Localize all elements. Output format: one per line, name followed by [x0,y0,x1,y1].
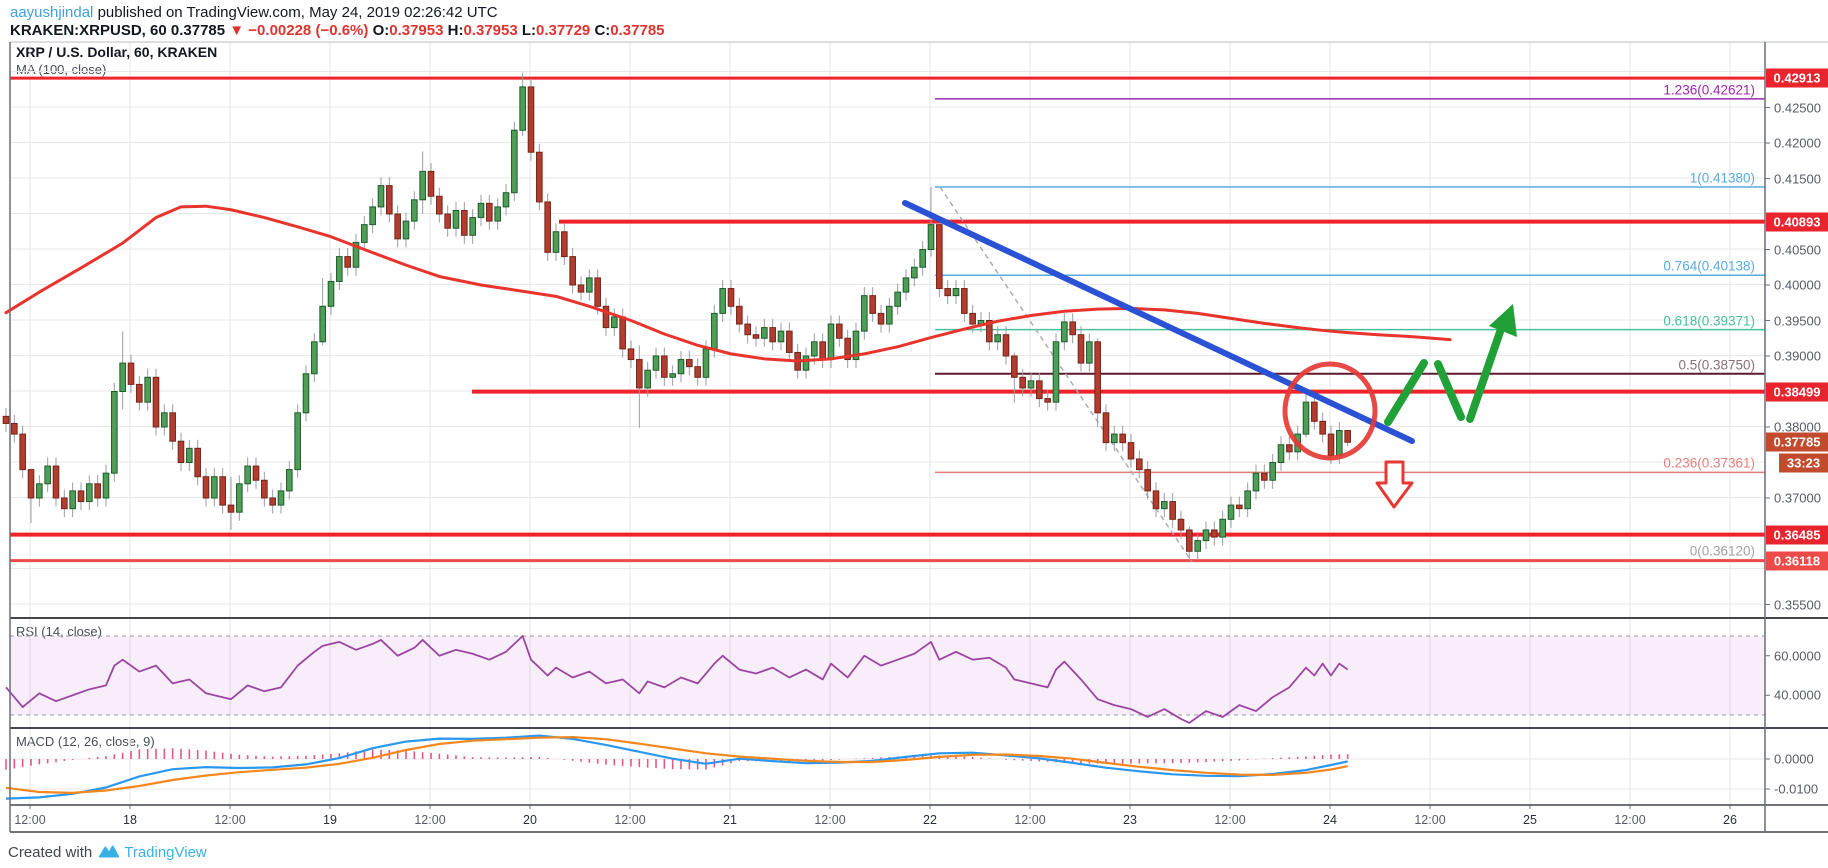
time-axis-label[interactable]: 12:00 [614,813,646,827]
price-axis-tick[interactable]: 0.41500 [1774,171,1821,186]
publish-info-line: aayushjindal published on TradingView.co… [10,4,498,21]
fib-level-label: 1.236(0.42621) [1663,82,1755,98]
time-axis-label[interactable]: 12:00 [414,813,446,827]
low-label: L: [521,22,537,39]
price-axis-tick[interactable]: 0.42500 [1774,100,1821,115]
time-axis-label[interactable]: 23 [1123,813,1137,827]
high-value: 0.37953 [463,22,518,39]
time-axis-label[interactable]: 21 [723,813,737,827]
time-axis-label[interactable]: 22 [923,813,937,827]
low-value: 0.37729 [536,22,591,39]
candle-countdown-badge: 33:23 [1779,453,1828,473]
footer: Created with TradingView [8,840,207,864]
symbol-label[interactable]: KRAKEN:XRPUSD, 60 [10,22,167,39]
time-axis-label[interactable]: 26 [1723,813,1737,827]
fib-level-label: 0.5(0.38750) [1678,357,1755,373]
high-label: H: [447,22,464,39]
rsi-axis-tick[interactable]: 40.0000 [1774,687,1821,703]
fib-level-label: 0.236(0.37361) [1663,455,1755,471]
time-axis-label[interactable]: 18 [123,813,137,827]
rsi-axis-tick[interactable]: 60.0000 [1774,648,1821,664]
time-axis-label[interactable]: 12:00 [1014,813,1046,827]
time-axis-label[interactable]: 12:00 [1414,813,1446,827]
price-axis-tick[interactable]: 0.38000 [1774,419,1821,435]
open-label: O: [372,22,390,39]
ma-indicator-label[interactable]: MA (100, close) [16,62,107,77]
macd-axis-tick[interactable]: -0.0100 [1774,781,1819,797]
fib-level-label: 0.764(0.40138) [1663,258,1755,274]
close-value: 0.37785 [610,22,665,39]
price-axis-badge: 0.36485 [1766,525,1828,545]
symbol-ohlc-line: KRAKEN:XRPUSD, 60 0.37785 ▼ −0.00228 (−0… [10,22,665,39]
created-with-text: Created with [8,843,93,861]
fib-level-label: 0.618(0.39371) [1663,313,1755,329]
price-axis-tick[interactable]: 0.40500 [1774,242,1821,257]
price-axis-badge: 0.42913 [1766,68,1828,88]
username-link[interactable]: aayushjindal [10,4,94,21]
time-axis-label[interactable]: 25 [1523,813,1537,827]
price-axis-tick[interactable]: 0.35500 [1774,597,1821,612]
time-axis-label[interactable]: 12:00 [14,813,46,827]
time-axis-label[interactable]: 12:00 [1214,813,1246,827]
time-axis-label[interactable]: 12:00 [814,813,846,827]
price-axis-tick[interactable]: 0.37000 [1774,490,1821,506]
chart-title: XRP / U.S. Dollar, 60, KRAKEN [16,44,218,60]
time-axis-label[interactable]: 24 [1323,813,1337,827]
tradingview-link[interactable]: TradingView [124,843,207,861]
tradingview-logo-icon [99,845,120,858]
fib-level-label: 1(0.41380) [1689,170,1755,186]
price-axis-tick[interactable]: 0.42000 [1774,135,1821,151]
macd-axis-tick[interactable]: 0.0000 [1774,751,1814,767]
time-axis-label[interactable]: 12:00 [214,813,246,827]
price-change: ▼ −0.00228 (−0.6%) [229,22,369,39]
published-text: published on TradingView.com, May 24, 20… [93,4,498,21]
price-axis-tick[interactable]: 0.39000 [1774,348,1821,364]
price-axis-badge: 0.36118 [1766,551,1828,571]
price-axis-tick[interactable]: 0.40000 [1774,277,1821,293]
time-axis-label[interactable]: 20 [523,813,537,827]
open-value: 0.37953 [389,22,444,39]
time-axis-label[interactable]: 12:00 [1614,813,1646,827]
last-price: 0.37785 [170,22,226,39]
time-axis-label[interactable]: 19 [323,813,337,827]
rsi-indicator-label[interactable]: RSI (14, close) [16,624,102,639]
price-axis-badge: 0.37785 [1766,432,1828,452]
close-label: C: [594,22,611,39]
macd-indicator-label[interactable]: MACD (12, 26, close, 9) [16,734,155,749]
fib-level-label: 0(0.36120) [1689,543,1755,559]
price-axis-tick[interactable]: 0.39500 [1774,313,1821,328]
price-axis-badge: 0.38499 [1766,382,1828,402]
price-axis-badge: 0.40893 [1766,212,1828,232]
